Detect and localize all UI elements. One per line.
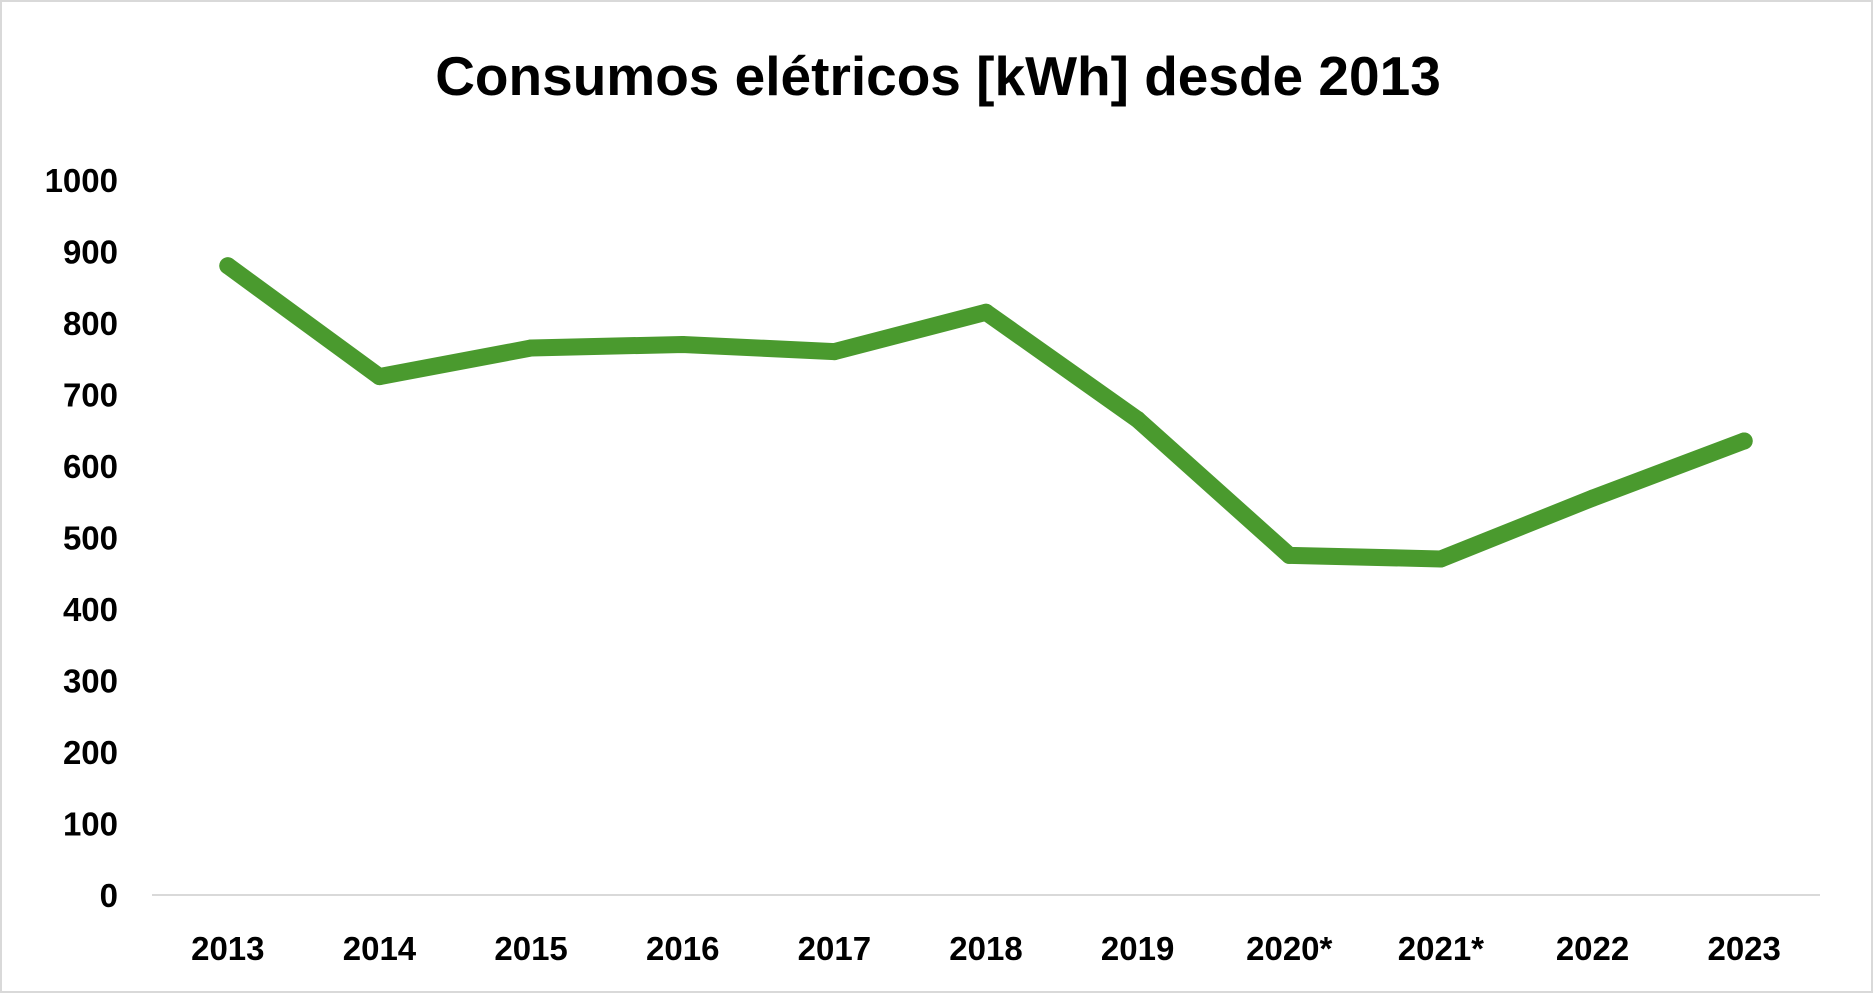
chart-title: Consumos elétricos [kWh] desde 2013	[435, 45, 1441, 107]
x-tick-label: 2014	[343, 930, 417, 967]
x-tick-label: 2015	[494, 930, 567, 967]
data-points	[219, 257, 1753, 568]
y-tick-label: 800	[63, 305, 118, 342]
y-tick-label: 1000	[45, 162, 118, 199]
y-axis-ticks: 0 100 200 300 400 500 600 700 800 900 1000	[45, 162, 118, 914]
data-point	[1129, 411, 1147, 429]
x-tick-label: 2017	[798, 930, 871, 967]
x-axis-ticks: 2013 2014 2015 2016 2017 2018 2019 2020* 2021* 20…	[191, 930, 1781, 967]
y-tick-label: 500	[63, 520, 118, 557]
x-tick-label: 2018	[949, 930, 1022, 967]
data-point	[219, 257, 237, 275]
y-tick-label: 100	[63, 806, 118, 843]
data-point	[977, 303, 995, 321]
data-point	[522, 339, 540, 357]
x-tick-label: 2019	[1101, 930, 1174, 967]
data-point	[1735, 432, 1753, 450]
data-point	[674, 335, 692, 353]
data-point	[370, 368, 388, 386]
x-tick-label: 2020*	[1246, 930, 1332, 967]
x-tick-label: 2023	[1707, 930, 1780, 967]
y-tick-label: 0	[100, 877, 118, 914]
data-point	[1432, 550, 1450, 568]
data-point	[825, 343, 843, 361]
y-tick-label: 400	[63, 591, 118, 628]
x-tick-label: 2021*	[1398, 930, 1484, 967]
y-tick-label: 700	[63, 377, 118, 414]
y-tick-label: 300	[63, 663, 118, 700]
x-tick-label: 2016	[646, 930, 719, 967]
data-point	[1280, 546, 1298, 564]
y-tick-label: 600	[63, 448, 118, 485]
y-tick-label: 900	[63, 234, 118, 271]
x-tick-label: 2013	[191, 930, 264, 967]
data-point	[1584, 489, 1602, 507]
y-tick-label: 200	[63, 734, 118, 771]
x-tick-label: 2022	[1556, 930, 1629, 967]
